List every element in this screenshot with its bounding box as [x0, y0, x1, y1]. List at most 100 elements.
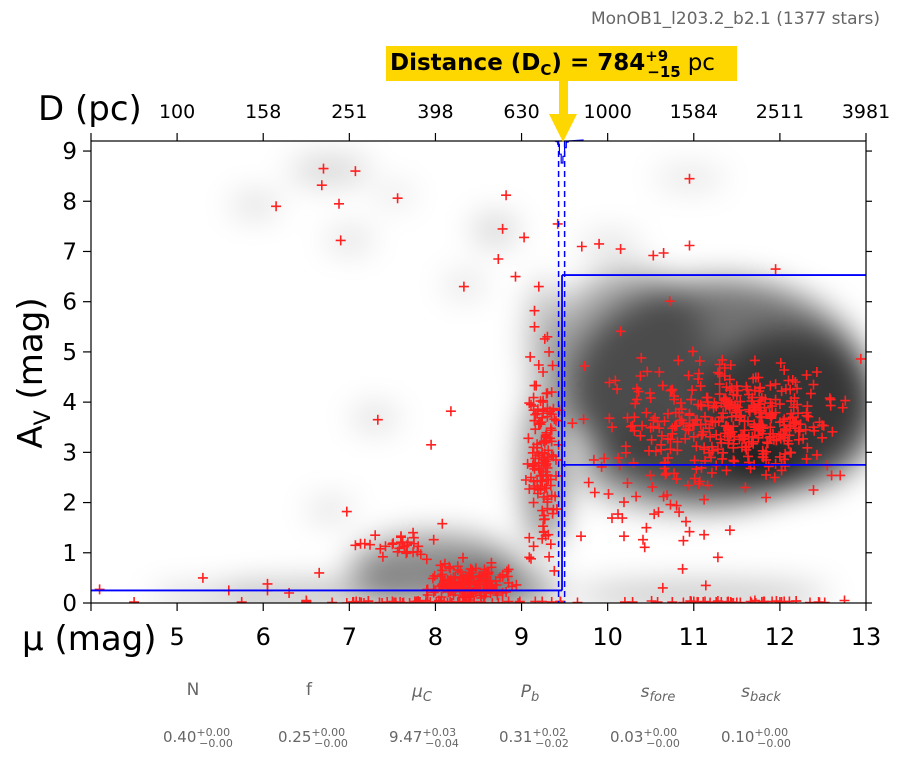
star-marker: [817, 432, 828, 443]
star-marker: [487, 598, 498, 603]
star-marker: [421, 554, 432, 565]
star-marker: [703, 400, 714, 411]
star-marker: [530, 409, 541, 420]
star-marker: [538, 527, 549, 538]
star-marker: [801, 453, 812, 464]
x-tick-label: 7: [342, 623, 357, 651]
star-marker: [537, 596, 548, 603]
star-marker: [754, 423, 765, 434]
star-marker: [755, 405, 766, 416]
y-tick-label: 1: [62, 541, 77, 567]
star-marker: [673, 355, 684, 366]
star-marker: [588, 454, 599, 465]
star-marker: [615, 326, 626, 337]
y-axis-label: AV (mag): [11, 297, 56, 448]
star-marker: [613, 452, 623, 463]
star-marker: [510, 271, 521, 282]
star-marker: [801, 370, 812, 380]
star-marker: [687, 385, 698, 396]
star-marker: [458, 598, 468, 603]
star-marker: [747, 431, 758, 442]
star-marker: [576, 241, 587, 252]
x-tick-label: 13: [851, 623, 882, 651]
star-marker: [628, 457, 639, 468]
star-marker: [695, 399, 706, 410]
star-marker: [619, 497, 629, 508]
star-marker: [704, 423, 715, 434]
star-marker: [642, 366, 653, 377]
star-marker: [445, 596, 456, 603]
star-marker: [631, 394, 642, 405]
star-marker: [753, 372, 764, 383]
star-marker: [792, 383, 803, 394]
star-marker: [714, 379, 725, 390]
star-marker: [548, 403, 559, 414]
star-marker: [767, 596, 778, 603]
star-marker: [740, 442, 751, 453]
star-marker: [549, 414, 560, 425]
star-marker: [662, 433, 673, 444]
star-marker: [659, 416, 670, 427]
star-marker: [748, 373, 759, 384]
param-value-pb: 0.31+0.02 −0.02: [499, 726, 569, 750]
star-marker: [612, 384, 623, 395]
star-marker: [746, 598, 757, 603]
star-marker: [802, 442, 813, 453]
star-marker: [544, 346, 555, 357]
star-marker: [542, 408, 553, 419]
star-marker: [442, 580, 453, 591]
star-marker: [528, 458, 539, 469]
star-marker: [359, 598, 369, 603]
star-marker: [770, 394, 781, 405]
star-marker: [669, 391, 679, 402]
star-marker: [657, 582, 668, 593]
star-marker: [637, 420, 648, 431]
star-marker: [758, 448, 769, 459]
star-marker: [365, 539, 375, 550]
star-marker: [596, 461, 607, 472]
star-marker: [731, 381, 742, 392]
param-value-sback: 0.10+0.00 −0.00: [721, 726, 791, 750]
star-marker: [645, 422, 656, 433]
star-marker: [739, 433, 750, 444]
star-marker: [497, 571, 508, 582]
star-marker: [665, 499, 676, 510]
distance-posterior-histogram: [554, 139, 584, 164]
star-marker: [656, 444, 667, 455]
star-marker: [493, 254, 504, 264]
star-marker: [646, 434, 657, 445]
star-marker: [718, 447, 729, 458]
star-marker: [316, 180, 327, 191]
star-marker: [341, 506, 352, 517]
y-tick-label: 0: [62, 591, 77, 617]
star-marker: [603, 489, 614, 499]
star-marker: [377, 598, 388, 603]
star-marker: [780, 460, 791, 471]
star-marker: [780, 384, 791, 395]
parameter-table: N f μC Pb sfore sback 0.40+0.00 −0.00 0.2…: [163, 680, 791, 750]
star-marker: [766, 411, 777, 422]
star-marker: [662, 408, 673, 419]
star-marker: [788, 402, 799, 413]
star-marker: [546, 449, 557, 460]
y-tick-label: 6: [62, 290, 77, 316]
star-marker: [524, 532, 535, 543]
star-marker: [583, 477, 594, 488]
star-marker: [604, 377, 615, 388]
star-marker: [808, 485, 819, 495]
star-marker: [671, 474, 682, 484]
star-marker: [473, 572, 484, 583]
star-marker: [680, 433, 691, 444]
chart-title: MonOB1_l203.2_b2.1 (1377 stars): [591, 9, 880, 29]
star-marker: [604, 413, 615, 424]
star-marker: [724, 385, 735, 396]
star-marker: [827, 426, 838, 437]
param-value-muc: 9.47+0.03 −0.04: [389, 726, 459, 750]
star-marker: [533, 450, 544, 461]
star-marker: [728, 421, 739, 432]
star-marker: [610, 375, 621, 386]
star-marker: [537, 505, 548, 516]
star-marker: [723, 422, 734, 433]
